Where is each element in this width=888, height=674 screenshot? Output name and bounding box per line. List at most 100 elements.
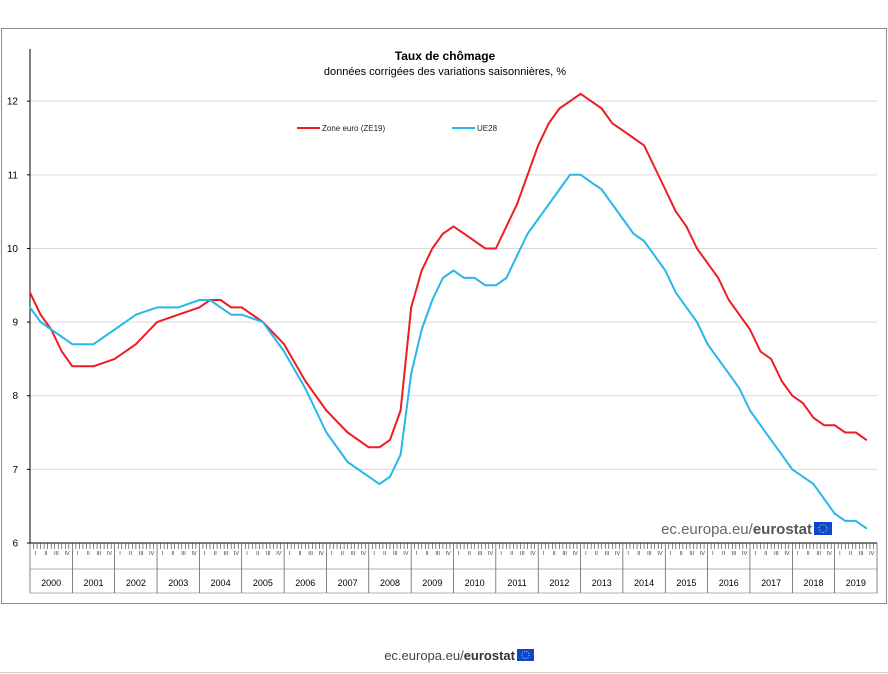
data-point-ue28 <box>622 218 624 220</box>
data-point-zone-euro-ze19 <box>346 431 349 434</box>
data-point-zone-euro-ze19 <box>219 299 222 301</box>
data-point-zone-euro-ze19 <box>717 277 720 279</box>
series-lines <box>29 92 868 530</box>
quarter-label-IV: IV <box>107 551 113 557</box>
quarter-label-I: I <box>246 551 248 557</box>
data-point-ue28 <box>452 269 455 272</box>
chart-title: Taux de chômage <box>395 49 496 63</box>
quarter-label-IV: IV <box>869 551 875 557</box>
eu-flag-icon <box>814 522 832 535</box>
data-point-ue28 <box>399 453 402 456</box>
year-label-2009: 2009 <box>422 578 442 588</box>
year-label-2018: 2018 <box>803 578 823 588</box>
data-point-ue28 <box>706 343 709 346</box>
data-point-ue28 <box>219 306 222 309</box>
data-point-zone-euro-ze19 <box>134 343 137 346</box>
quarter-label-III: III <box>435 551 440 557</box>
quarter-label-II: II <box>637 551 641 557</box>
data-point-ue28 <box>420 328 423 331</box>
quarter-label-IV: IV <box>488 551 494 557</box>
data-point-zone-euro-ze19 <box>113 358 116 360</box>
data-point-ue28 <box>50 328 53 331</box>
quarter-label-I: I <box>585 551 587 557</box>
data-point-ue28 <box>579 173 582 176</box>
data-point-zone-euro-ze19 <box>283 343 285 346</box>
data-point-zone-euro-ze19 <box>431 247 434 250</box>
quarter-label-IV: IV <box>234 551 240 557</box>
quarter-label-IV: IV <box>827 551 833 557</box>
data-point-ue28 <box>632 232 635 235</box>
data-point-ue28 <box>60 335 63 338</box>
quarter-label-I: I <box>839 551 841 557</box>
quarter-label-I: I <box>162 551 164 557</box>
data-point-zone-euro-ze19 <box>537 144 540 147</box>
quarter-label-II: II <box>87 551 91 557</box>
data-point-ue28 <box>410 372 413 375</box>
quarter-label-I: I <box>543 551 545 557</box>
data-point-zone-euro-ze19 <box>29 291 31 294</box>
data-point-zone-euro-ze19 <box>230 306 233 309</box>
data-point-ue28 <box>283 350 285 353</box>
data-point-ue28 <box>738 387 741 390</box>
data-point-ue28 <box>325 431 328 434</box>
data-point-zone-euro-ze19 <box>759 350 762 353</box>
data-point-ue28 <box>823 497 825 500</box>
quarter-label-III: III <box>859 551 864 557</box>
year-label-2010: 2010 <box>465 578 485 588</box>
chart-subtitle: données corrigées des variations saisonn… <box>324 66 566 78</box>
data-point-ue28 <box>516 254 518 257</box>
quarter-label-I: I <box>416 551 418 557</box>
quarter-label-I: I <box>712 551 714 557</box>
data-point-zone-euro-ze19 <box>632 137 635 139</box>
quarter-label-I: I <box>373 551 375 557</box>
data-point-zone-euro-ze19 <box>854 431 857 434</box>
data-point-zone-euro-ze19 <box>558 107 561 110</box>
series-line-ue28 <box>29 173 867 530</box>
year-label-2015: 2015 <box>676 578 696 588</box>
quarter-label-III: III <box>139 551 144 557</box>
data-point-ue28 <box>442 277 444 279</box>
data-point-zone-euro-ze19 <box>833 424 836 427</box>
data-point-zone-euro-ze19 <box>71 365 74 368</box>
data-point-ue28 <box>304 387 307 390</box>
data-point-zone-euro-ze19 <box>526 173 529 176</box>
y-tick-label-10: 10 <box>7 244 19 255</box>
quarter-label-II: II <box>383 551 387 557</box>
data-point-ue28 <box>494 284 497 287</box>
data-point-zone-euro-ze19 <box>674 210 677 213</box>
data-point-zone-euro-ze19 <box>727 299 730 301</box>
quarter-label-II: II <box>298 551 302 557</box>
data-point-zone-euro-ze19 <box>410 306 413 309</box>
data-point-ue28 <box>547 203 550 206</box>
grid-lines <box>30 100 877 470</box>
quarter-label-III: III <box>54 551 59 557</box>
data-point-zone-euro-ze19 <box>569 100 571 103</box>
year-label-2006: 2006 <box>295 578 315 588</box>
quarter-label-II: II <box>468 551 472 557</box>
data-point-ue28 <box>505 277 508 279</box>
eu-flag-icon <box>517 649 534 661</box>
data-point-zone-euro-ze19 <box>325 409 328 412</box>
quarter-label-IV: IV <box>530 551 536 557</box>
y-axis-ticks: 6 7 8 9 10 11 12 <box>7 49 31 550</box>
data-point-zone-euro-ze19 <box>156 321 158 323</box>
quarter-label-I: I <box>670 551 672 557</box>
data-point-ue28 <box>526 232 529 235</box>
data-point-ue28 <box>569 173 571 176</box>
quarter-label-III: III <box>351 551 356 557</box>
data-point-zone-euro-ze19 <box>505 225 508 228</box>
watermark-text: ec.europa.eu/eurostat <box>661 521 812 538</box>
data-point-ue28 <box>230 313 233 316</box>
data-point-ue28 <box>611 203 614 206</box>
data-point-zone-euro-ze19 <box>473 240 476 242</box>
year-label-2016: 2016 <box>719 578 739 588</box>
data-point-zone-euro-ze19 <box>749 328 751 331</box>
data-point-ue28 <box>177 306 180 309</box>
quarter-label-IV: IV <box>700 551 706 557</box>
data-point-ue28 <box>209 299 211 301</box>
data-point-zone-euro-ze19 <box>484 247 487 250</box>
data-point-ue28 <box>262 321 264 323</box>
quarter-label-II: II <box>722 551 726 557</box>
quarter-label-I: I <box>458 551 460 557</box>
